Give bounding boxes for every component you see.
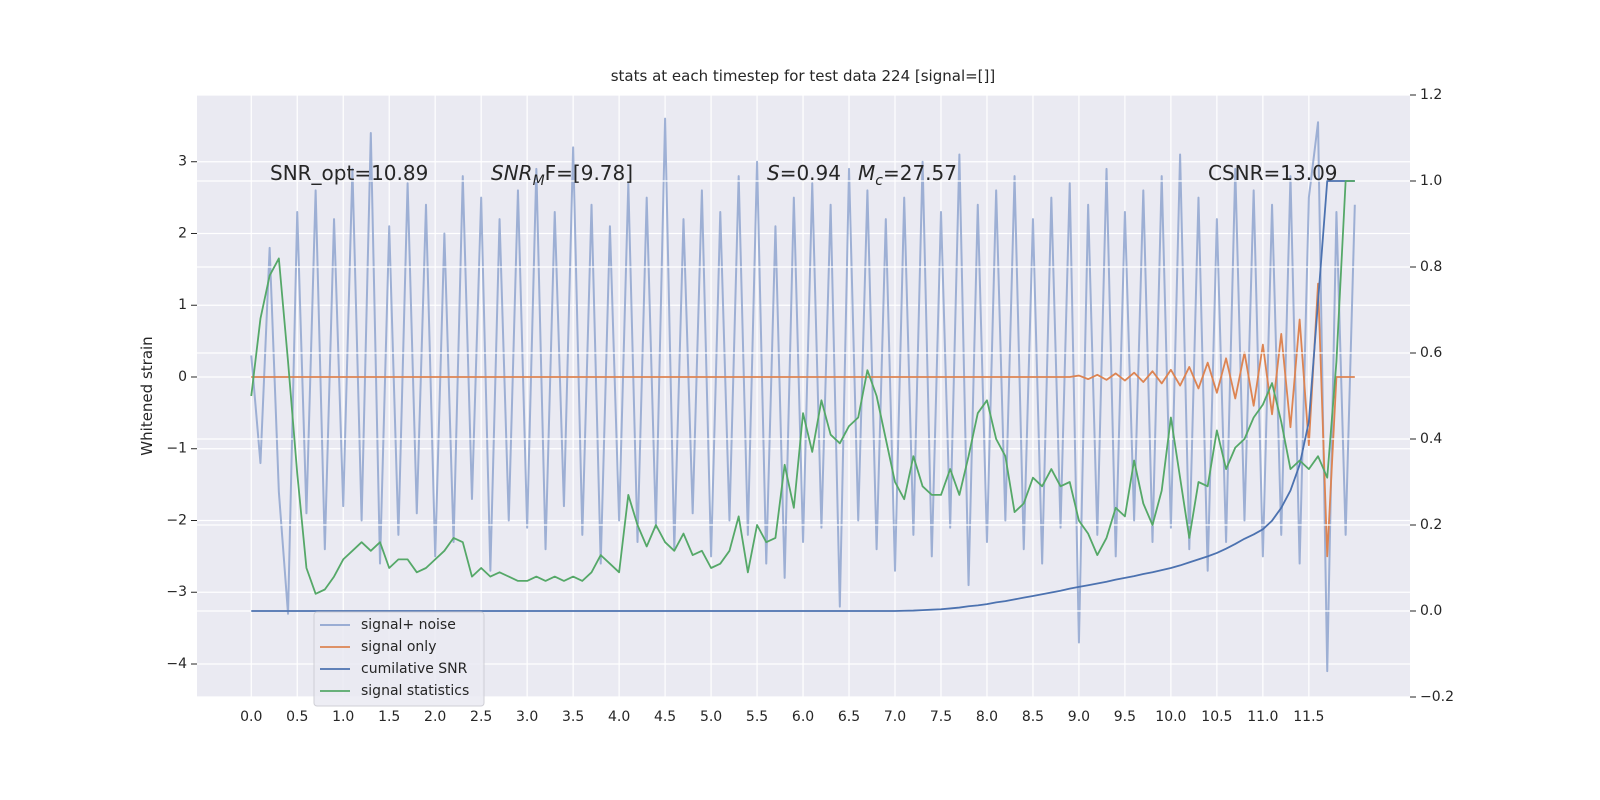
y-tick-label: 0 — [178, 369, 187, 385]
legend: signal+ noise signal only cumilative SNR si… — [313, 611, 485, 707]
x-tick-label: 0.5 — [286, 709, 308, 725]
y2-tick-label: 0.0 — [1420, 603, 1442, 619]
x-tick-label: 11.5 — [1293, 709, 1324, 725]
y2-tick-label: 0.6 — [1420, 345, 1442, 361]
x-tick-label: 5.0 — [700, 709, 722, 725]
y-axis-label: Whitened strain — [138, 336, 156, 455]
y-tick-label: −1 — [166, 441, 187, 457]
y-tick-label: 3 — [178, 154, 187, 170]
legend-label: signal+ noise — [361, 617, 456, 633]
x-tick-label: 1.0 — [332, 709, 354, 725]
x-tick-label: 7.0 — [884, 709, 906, 725]
annotation-part: S — [767, 161, 780, 185]
x-tick-label: 2.5 — [470, 709, 492, 725]
annotation-part: SNR_opt=10.89 — [270, 161, 428, 185]
x-tick-label: 4.5 — [654, 709, 676, 725]
x-tick-label: 6.5 — [838, 709, 860, 725]
x-tick-label: 4.0 — [608, 709, 630, 725]
x-tick-label: 1.5 — [378, 709, 400, 725]
legend-label: cumilative SNR — [361, 661, 468, 677]
x-tick-label: 9.5 — [1114, 709, 1136, 725]
chart-title: stats at each timestep for test data 224… — [611, 67, 996, 85]
y2-tick-label: 1.2 — [1420, 87, 1442, 103]
annotation: S=0.94 — [767, 161, 841, 185]
y2-tick-label: 0.2 — [1420, 517, 1442, 533]
y-tick-label: −2 — [166, 512, 187, 528]
x-tick-label: 10.0 — [1155, 709, 1186, 725]
series-line — [251, 180, 1355, 612]
x-tick-label: 7.5 — [930, 709, 952, 725]
series-line — [251, 282, 1355, 558]
annotation: Mc=27.57 — [858, 161, 957, 189]
y2-tick-label: 0.4 — [1420, 431, 1442, 447]
y2-tick-label: −0.2 — [1420, 689, 1454, 705]
annotation-part: CSNR=13.09 — [1208, 161, 1338, 185]
y-tick-label: −3 — [166, 584, 187, 600]
x-tick-label: 5.5 — [746, 709, 768, 725]
y-tick-label: 2 — [178, 225, 187, 241]
annotation-part: M — [858, 161, 875, 185]
x-tick-label: 3.5 — [562, 709, 584, 725]
x-tick-label: 0.0 — [240, 709, 262, 725]
x-tick-label: 2.0 — [424, 709, 446, 725]
annotation-part: c — [875, 173, 883, 189]
x-tick-label: 3.0 — [516, 709, 538, 725]
annotation: SNR_opt=10.89 — [270, 161, 428, 185]
annotation: CSNR=13.09 — [1208, 161, 1338, 185]
x-tick-label: 10.5 — [1201, 709, 1232, 725]
y2-tick-label: 0.8 — [1420, 259, 1442, 275]
series-line — [250, 180, 1355, 595]
annotation-part: =27.57 — [883, 161, 957, 185]
annotation-part: SNR — [491, 161, 533, 185]
y2-tick-label: 1.0 — [1420, 173, 1442, 189]
annotation-part: F=[9.78] — [545, 161, 633, 185]
annotation-part: =0.94 — [780, 161, 841, 185]
x-tick-label: 6.0 — [792, 709, 814, 725]
legend-label: signal statistics — [361, 683, 469, 699]
x-tick-label: 11.0 — [1247, 709, 1278, 725]
x-tick-label: 9.0 — [1068, 709, 1090, 725]
legend-box — [313, 611, 485, 707]
y-tick-label: −4 — [166, 656, 187, 672]
y-tick-label: 1 — [178, 297, 187, 313]
annotation: SNRMF=[9.78] — [491, 161, 633, 189]
legend-label: signal only — [361, 639, 436, 655]
annotation-part: M — [533, 173, 545, 189]
plot-lines — [197, 95, 1410, 697]
series-line — [250, 117, 1356, 673]
x-tick-label: 8.5 — [1022, 709, 1044, 725]
x-tick-label: 8.0 — [976, 709, 998, 725]
